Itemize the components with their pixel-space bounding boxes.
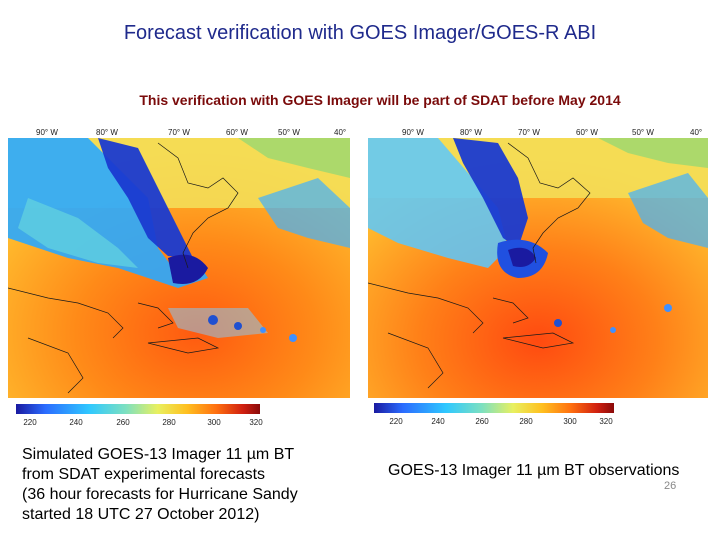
- lon-label: 50° W: [632, 128, 654, 137]
- colorbar-tick: 320: [599, 417, 613, 426]
- colorbar-gradient: [374, 403, 614, 413]
- colorbar-tick: 280: [162, 418, 176, 427]
- lon-label: 80° W: [460, 128, 482, 137]
- colorbar-tick: 260: [475, 417, 489, 426]
- lon-label: 70° W: [168, 128, 190, 137]
- caption-line: from SDAT experimental forecasts: [22, 466, 266, 483]
- caption-line: Simulated GOES-13 Imager 11 µm BT: [22, 446, 295, 463]
- colorbar-tick: 320: [249, 418, 263, 427]
- colorbar-tick: 260: [116, 418, 130, 427]
- longitude-labels: 90° W 80° W 70° W 60° W 50° W 40°: [8, 128, 350, 140]
- colorbar-tick: 240: [69, 418, 83, 427]
- observed-bt-map-panel: 90° W 80° W 70° W 60° W 50° W 40°: [368, 128, 708, 398]
- caption-line: (36 hour forecasts for Hurricane Sandy: [22, 486, 298, 503]
- forecast-bt-map: [8, 138, 350, 398]
- observed-colorbar: 220 240 260 280 300 320: [374, 403, 614, 429]
- colorbar-tick: 300: [207, 418, 221, 427]
- lon-label: 40°: [334, 128, 347, 137]
- page-number: 26: [664, 480, 677, 492]
- lon-label: 70° W: [518, 128, 540, 137]
- lon-label: 90° W: [402, 128, 424, 137]
- colorbar-tick: 220: [389, 417, 403, 426]
- colorbar-gradient: [16, 404, 260, 414]
- observed-bt-map: [368, 138, 708, 398]
- lon-label: 80° W: [96, 128, 118, 137]
- lon-label: 40°: [690, 128, 703, 137]
- colorbar-tick: 220: [23, 418, 37, 427]
- slide-title: Forecast verification with GOES Imager/G…: [123, 22, 597, 44]
- slide-subtitle: This verification with GOES Imager will …: [139, 92, 621, 108]
- lon-label: 50° W: [278, 128, 300, 137]
- forecast-caption: Simulated GOES-13 Imager 11 µm BT from S…: [22, 445, 352, 525]
- colorbar-tick: 240: [431, 417, 445, 426]
- lon-label: 90° W: [36, 128, 58, 137]
- longitude-labels: 90° W 80° W 70° W 60° W 50° W 40°: [368, 128, 708, 140]
- lon-label: 60° W: [576, 128, 598, 137]
- caption-line: started 18 UTC 27 October 2012): [22, 506, 260, 523]
- forecast-colorbar: 220 240 260 280 300 320: [16, 404, 263, 430]
- forecast-bt-map-panel: 90° W 80° W 70° W 60° W 50° W 40°: [8, 128, 350, 398]
- lon-label: 60° W: [226, 128, 248, 137]
- colorbar-tick: 300: [563, 417, 577, 426]
- colorbar-tick: 280: [519, 417, 533, 426]
- observation-caption: GOES-13 Imager 11 µm BT observations: [388, 462, 680, 479]
